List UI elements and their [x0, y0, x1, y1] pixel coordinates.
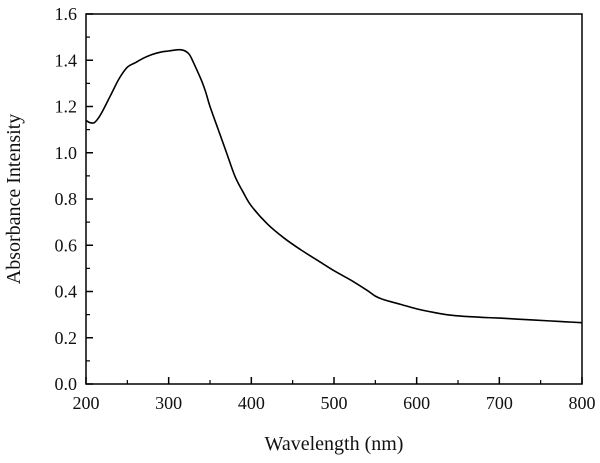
x-tick-label: 400 [238, 393, 265, 413]
y-axis-title: Absorbance Intensity [3, 114, 25, 285]
y-tick-label: 0.8 [55, 189, 78, 209]
y-tick-label: 1.4 [55, 50, 78, 70]
x-tick-label: 500 [321, 393, 348, 413]
y-tick-label: 1.0 [55, 143, 78, 163]
y-axis-ticks: 0.0 0.2 0.4 0.6 0.8 1.0 1.2 1.4 1.6 [55, 4, 93, 394]
x-axis-title: Wavelength (nm) [265, 433, 404, 455]
y-tick-label: 0.2 [55, 328, 78, 348]
y-tick-label: 0.0 [55, 374, 78, 394]
x-tick-label: 800 [569, 393, 596, 413]
x-tick-label: 300 [155, 393, 182, 413]
x-tick-label: 200 [73, 393, 100, 413]
y-tick-label: 0.6 [55, 235, 78, 255]
plot-frame [85, 13, 583, 385]
x-tick-label: 600 [403, 393, 430, 413]
x-tick-label: 700 [486, 393, 513, 413]
y-tick-label: 1.2 [55, 97, 78, 117]
y-tick-label: 1.6 [55, 4, 78, 24]
x-axis-ticks: 200 300 400 500 600 700 800 [73, 377, 596, 413]
absorbance-series-line [85, 48, 583, 324]
y-tick-label: 0.4 [55, 282, 78, 302]
